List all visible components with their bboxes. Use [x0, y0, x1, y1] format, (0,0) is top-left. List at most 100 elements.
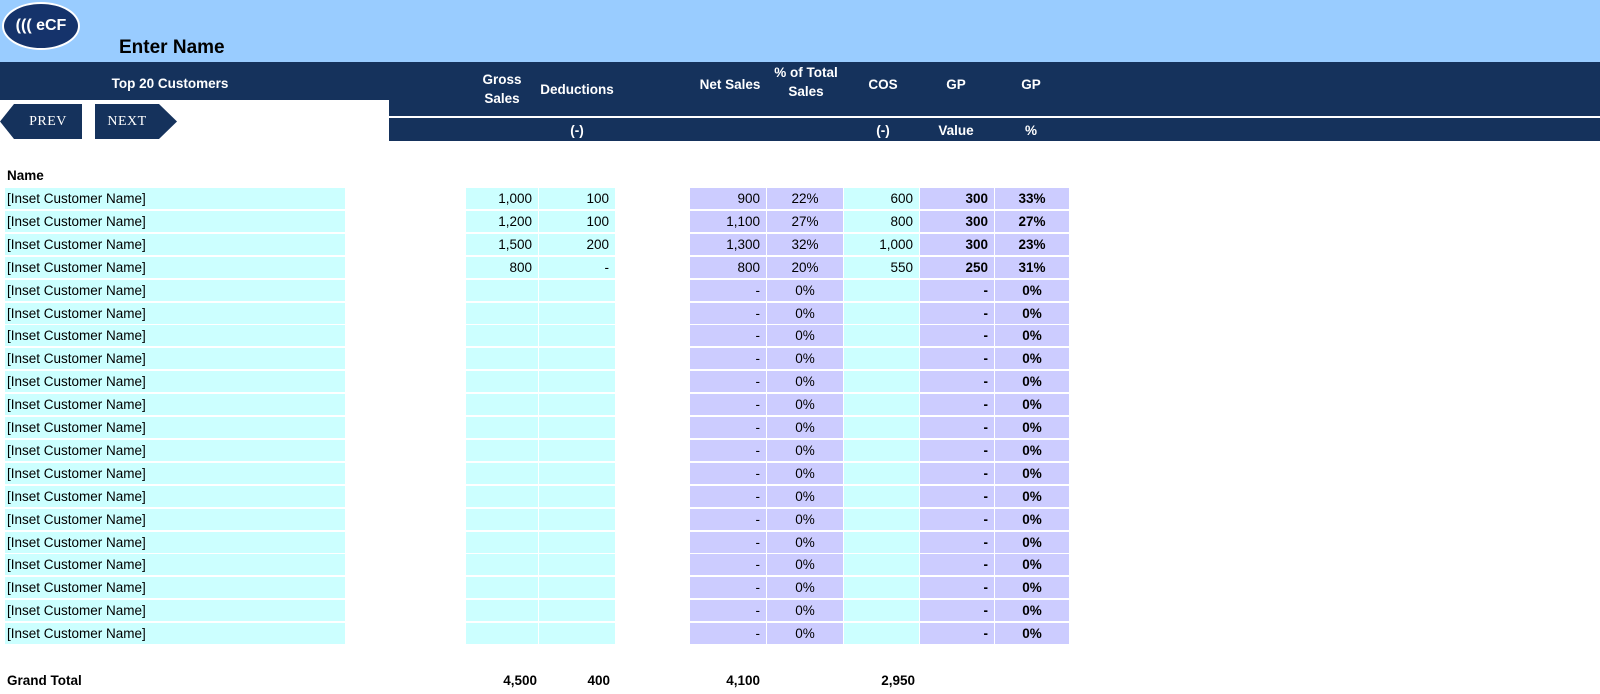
customer-name-cell[interactable]: [Inset Customer Name] — [5, 577, 345, 598]
deductions-cell[interactable] — [539, 394, 615, 415]
customer-name-cell[interactable]: [Inset Customer Name] — [5, 486, 345, 507]
deductions-cell[interactable] — [539, 554, 615, 575]
cos-cell[interactable] — [844, 325, 919, 346]
cos-cell[interactable]: 600 — [844, 188, 919, 209]
deductions-cell[interactable] — [539, 325, 615, 346]
pct-total-sales-cell: 0% — [767, 280, 843, 301]
customer-name-cell[interactable]: [Inset Customer Name] — [5, 257, 345, 278]
pct-total-sales-cell: 32% — [767, 234, 843, 255]
cos-cell[interactable]: 550 — [844, 257, 919, 278]
gross-sales-cell[interactable] — [466, 577, 538, 598]
customer-name-cell[interactable]: [Inset Customer Name] — [5, 211, 345, 232]
cos-cell[interactable] — [844, 280, 919, 301]
customer-name-cell[interactable]: [Inset Customer Name] — [5, 280, 345, 301]
customer-name-cell[interactable]: [Inset Customer Name] — [5, 532, 345, 553]
deductions-cell[interactable] — [539, 280, 615, 301]
gross-sales-cell[interactable]: 800 — [466, 257, 538, 278]
deductions-cell[interactable] — [539, 440, 615, 461]
deductions-cell[interactable] — [539, 600, 615, 621]
gross-sales-cell[interactable] — [466, 417, 538, 438]
customer-name-cell[interactable]: [Inset Customer Name] — [5, 417, 345, 438]
gross-sales-cell[interactable] — [466, 348, 538, 369]
deductions-cell[interactable]: 100 — [539, 188, 615, 209]
net-sales-cell: - — [690, 394, 766, 415]
cos-cell[interactable] — [844, 394, 919, 415]
cos-cell[interactable] — [844, 600, 919, 621]
gp-pct-cell: 0% — [995, 371, 1069, 392]
customer-name-cell[interactable]: [Inset Customer Name] — [5, 440, 345, 461]
customer-name-cell[interactable]: [Inset Customer Name] — [5, 188, 345, 209]
deductions-cell[interactable] — [539, 509, 615, 530]
customer-name-cell[interactable]: [Inset Customer Name] — [5, 509, 345, 530]
gross-sales-cell[interactable]: 1,500 — [466, 234, 538, 255]
customer-name-cell[interactable]: [Inset Customer Name] — [5, 348, 345, 369]
cos-cell[interactable] — [844, 532, 919, 553]
gross-sales-cell[interactable] — [466, 554, 538, 575]
pct-total-sales-cell: 0% — [767, 463, 843, 484]
pct-total-sales-cell: 0% — [767, 600, 843, 621]
gross-sales-cell[interactable] — [466, 532, 538, 553]
gross-sales-cell[interactable] — [466, 440, 538, 461]
net-sales-cell: - — [690, 371, 766, 392]
deductions-cell[interactable] — [539, 417, 615, 438]
cos-cell[interactable] — [844, 623, 919, 644]
net-sales-cell: - — [690, 554, 766, 575]
deductions-cell[interactable] — [539, 348, 615, 369]
deductions-cell[interactable] — [539, 623, 615, 644]
deductions-cell[interactable] — [539, 371, 615, 392]
gross-sales-cell[interactable] — [466, 394, 538, 415]
customer-name-cell[interactable]: [Inset Customer Name] — [5, 325, 345, 346]
customer-name-cell[interactable]: [Inset Customer Name] — [5, 554, 345, 575]
grand-total-gross: 4,500 — [503, 673, 537, 688]
cos-cell[interactable] — [844, 371, 919, 392]
next-button[interactable]: NEXT — [95, 104, 177, 139]
gross-sales-cell[interactable] — [466, 623, 538, 644]
prev-button[interactable]: PREV — [0, 104, 82, 139]
gross-sales-cell[interactable] — [466, 280, 538, 301]
deductions-cell[interactable]: 200 — [539, 234, 615, 255]
customer-name-cell[interactable]: [Inset Customer Name] — [5, 371, 345, 392]
pct-total-sales-cell: 0% — [767, 303, 843, 324]
customer-name-cell[interactable]: [Inset Customer Name] — [5, 394, 345, 415]
cos-cell[interactable] — [844, 463, 919, 484]
grand-total-label: Grand Total — [7, 673, 82, 688]
customer-name-cell[interactable]: [Inset Customer Name] — [5, 234, 345, 255]
customer-name-cell[interactable]: [Inset Customer Name] — [5, 623, 345, 644]
cos-cell[interactable] — [844, 509, 919, 530]
gross-sales-cell[interactable]: 1,200 — [466, 211, 538, 232]
gross-sales-cell[interactable] — [466, 325, 538, 346]
net-sales-cell: - — [690, 623, 766, 644]
gp-value-cell: - — [920, 371, 994, 392]
cos-cell[interactable] — [844, 554, 919, 575]
gross-sales-cell[interactable] — [466, 303, 538, 324]
deductions-cell[interactable] — [539, 532, 615, 553]
net-sales-cell: - — [690, 600, 766, 621]
cos-cell[interactable] — [844, 440, 919, 461]
deductions-cell[interactable] — [539, 463, 615, 484]
gross-sales-cell[interactable] — [466, 463, 538, 484]
deductions-cell[interactable]: - — [539, 257, 615, 278]
page-title[interactable]: Enter Name — [119, 37, 225, 58]
gross-sales-cell[interactable]: 1,000 — [466, 188, 538, 209]
customer-name-cell[interactable]: [Inset Customer Name] — [5, 600, 345, 621]
deductions-cell[interactable]: 100 — [539, 211, 615, 232]
gross-sales-cell[interactable] — [466, 371, 538, 392]
gross-sales-cell[interactable] — [466, 600, 538, 621]
cos-cell[interactable] — [844, 577, 919, 598]
deductions-cell[interactable] — [539, 486, 615, 507]
deductions-cell[interactable] — [539, 303, 615, 324]
pct-total-sales-cell: 0% — [767, 554, 843, 575]
gross-sales-cell[interactable] — [466, 509, 538, 530]
gp-pct-cell: 23% — [995, 234, 1069, 255]
cos-cell[interactable] — [844, 348, 919, 369]
customer-name-cell[interactable]: [Inset Customer Name] — [5, 463, 345, 484]
cos-cell[interactable]: 800 — [844, 211, 919, 232]
gross-sales-cell[interactable] — [466, 486, 538, 507]
cos-cell[interactable] — [844, 303, 919, 324]
deductions-cell[interactable] — [539, 577, 615, 598]
net-sales-cell: 900 — [690, 188, 766, 209]
cos-cell[interactable] — [844, 486, 919, 507]
customer-name-cell[interactable]: [Inset Customer Name] — [5, 303, 345, 324]
cos-cell[interactable] — [844, 417, 919, 438]
cos-cell[interactable]: 1,000 — [844, 234, 919, 255]
